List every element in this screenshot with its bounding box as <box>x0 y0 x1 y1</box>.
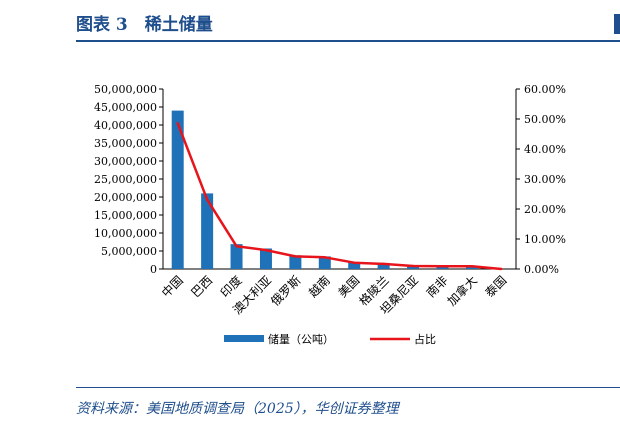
next-figure-rule <box>614 40 620 42</box>
legend-line-label: 占比 <box>414 332 436 346</box>
left-axis-tick-label: 50,000,000 <box>94 83 157 96</box>
reserve-bar <box>348 262 361 269</box>
left-axis-tick-label: 10,000,000 <box>94 227 157 240</box>
left-axis-tick-label: 5,000,000 <box>101 245 157 258</box>
left-axis-tick-label: 15,000,000 <box>94 209 157 222</box>
share-line <box>176 122 502 271</box>
left-axis-tick-label: 45,000,000 <box>94 101 157 114</box>
share-point <box>353 261 356 264</box>
share-point <box>382 262 385 266</box>
share-point <box>470 265 474 268</box>
reserve-bar <box>230 244 243 269</box>
category-label: 巴西 <box>188 273 215 300</box>
legend-bar-label: 储量（公吨） <box>268 332 334 346</box>
reserve-bar <box>289 255 302 269</box>
right-axis-tick-label: 50.00% <box>524 113 566 126</box>
share-point <box>205 198 209 201</box>
reserve-bar <box>407 265 420 269</box>
category-label: 中国 <box>158 273 186 301</box>
source-note: 资料来源：美国地质调查局（2025），华创证券整理 <box>76 401 399 417</box>
reserve-bar <box>171 110 184 269</box>
right-axis-tick-label: 0.00% <box>524 263 559 276</box>
next-figure-edge <box>614 14 620 34</box>
figure-title: 图表 3 稀土储量 <box>76 15 213 35</box>
right-axis-tick-label: 30.00% <box>524 173 566 186</box>
reserve-bar <box>318 256 331 269</box>
footer-rule-edge <box>614 387 620 388</box>
left-axis-tick-label: 0 <box>150 263 157 276</box>
share-point <box>411 264 415 268</box>
figure-header: 图表 3 稀土储量 <box>76 8 616 42</box>
category-label: 加拿大 <box>444 273 480 309</box>
right-axis-tick-label: 10.00% <box>524 233 566 246</box>
left-axis-tick-label: 35,000,000 <box>94 137 157 150</box>
reserve-bar <box>377 263 390 269</box>
share-point <box>323 256 326 259</box>
left-axis-tick-label: 20,000,000 <box>94 191 157 204</box>
left-axis-tick-label: 30,000,000 <box>94 155 157 168</box>
footer-rule <box>76 387 616 388</box>
left-axis-tick-label: 40,000,000 <box>94 119 157 132</box>
category-label: 越南 <box>305 273 333 301</box>
right-axis-tick-label: 40.00% <box>524 143 566 156</box>
reserve-bar <box>201 193 214 269</box>
right-axis-tick-label: 60.00% <box>524 83 566 96</box>
share-point <box>441 265 444 268</box>
share-point <box>264 248 268 252</box>
share-point <box>176 122 179 125</box>
category-label: 泰国 <box>483 273 510 300</box>
header-rule <box>76 40 616 42</box>
left-axis-tick-label: 25,000,000 <box>94 173 157 186</box>
right-axis-tick-label: 20.00% <box>524 203 566 216</box>
legend-bar-swatch <box>224 335 264 342</box>
share-point <box>294 255 297 258</box>
share-point <box>500 267 503 271</box>
share-point <box>235 245 238 248</box>
reserve-bar <box>259 248 272 269</box>
category-label: 俄罗斯 <box>268 273 303 308</box>
